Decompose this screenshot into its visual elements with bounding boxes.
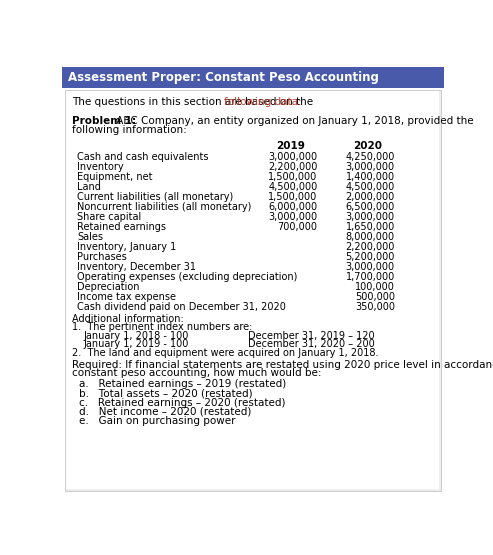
Text: 6,000,000: 6,000,000: [268, 202, 317, 212]
Text: 2,000,000: 2,000,000: [346, 192, 395, 202]
Text: Equipment, net: Equipment, net: [77, 172, 153, 182]
FancyBboxPatch shape: [65, 90, 441, 491]
Text: a.   Retained earnings – 2019 (restated): a. Retained earnings – 2019 (restated): [79, 379, 286, 389]
Text: Inventory, December 31: Inventory, December 31: [77, 262, 196, 272]
Text: December 31, 2020 – 200: December 31, 2020 – 200: [247, 339, 374, 349]
Text: Depreciation: Depreciation: [77, 282, 140, 292]
Text: 350,000: 350,000: [355, 302, 395, 312]
Text: c.   Retained earnings – 2020 (restated): c. Retained earnings – 2020 (restated): [79, 398, 285, 408]
Text: 4,500,000: 4,500,000: [268, 182, 317, 192]
Text: 1,650,000: 1,650,000: [346, 222, 395, 232]
Text: December 31, 2019 – 120: December 31, 2019 – 120: [247, 331, 374, 341]
Text: Purchases: Purchases: [77, 252, 127, 262]
Text: Sales: Sales: [77, 232, 103, 242]
Text: 500,000: 500,000: [355, 292, 395, 302]
FancyBboxPatch shape: [66, 91, 439, 490]
Text: Inventory, January 1: Inventory, January 1: [77, 242, 176, 252]
Text: Share capital: Share capital: [77, 212, 141, 222]
Text: Assessment Proper: Constant Peso Accounting: Assessment Proper: Constant Peso Account…: [68, 71, 379, 84]
Text: following data:: following data:: [224, 97, 301, 107]
Text: 3,000,000: 3,000,000: [346, 212, 395, 222]
Text: d.   Net income – 2020 (restated): d. Net income – 2020 (restated): [79, 407, 251, 417]
Text: Retained earnings: Retained earnings: [77, 222, 166, 232]
Text: Required: If financial statements are restated using 2020 price level in accorda: Required: If financial statements are re…: [72, 360, 493, 370]
Text: Cash and cash equivalents: Cash and cash equivalents: [77, 152, 209, 162]
Text: 6,500,000: 6,500,000: [346, 202, 395, 212]
Text: Noncurrent liabilities (all monetary): Noncurrent liabilities (all monetary): [77, 202, 251, 212]
Text: Land: Land: [77, 182, 101, 192]
Text: b.   Total assets – 2020 (restated): b. Total assets – 2020 (restated): [79, 388, 252, 398]
Text: 2020: 2020: [353, 142, 382, 152]
Text: 8,000,000: 8,000,000: [346, 232, 395, 242]
Text: 2,200,000: 2,200,000: [346, 242, 395, 252]
Text: Problem 1:: Problem 1:: [72, 116, 137, 126]
Text: Operating expenses (excluding depreciation): Operating expenses (excluding depreciati…: [77, 272, 297, 282]
Text: 2,200,000: 2,200,000: [268, 162, 317, 172]
Text: 2019: 2019: [276, 142, 305, 152]
Text: constant peso accounting, how much would be:: constant peso accounting, how much would…: [72, 369, 322, 379]
Text: 1,400,000: 1,400,000: [346, 172, 395, 182]
Text: 100,000: 100,000: [355, 282, 395, 292]
Text: ABC Company, an entity organized on January 1, 2018, provided the: ABC Company, an entity organized on Janu…: [113, 116, 473, 126]
Text: following information:: following information:: [72, 125, 187, 135]
Text: 5,200,000: 5,200,000: [346, 252, 395, 262]
Text: January 1, 2018 - 100: January 1, 2018 - 100: [83, 331, 189, 341]
Text: The questions in this section are based on the: The questions in this section are based …: [72, 97, 317, 107]
Text: Cash dividend paid on December 31, 2020: Cash dividend paid on December 31, 2020: [77, 302, 286, 312]
Text: Inventory: Inventory: [77, 162, 124, 172]
Text: 2.  The land and equipment were acquired on January 1, 2018.: 2. The land and equipment were acquired …: [72, 347, 379, 357]
Text: 3,000,000: 3,000,000: [346, 262, 395, 272]
Text: 1,500,000: 1,500,000: [268, 172, 317, 182]
Text: 3,000,000: 3,000,000: [268, 212, 317, 222]
Text: 4,250,000: 4,250,000: [346, 152, 395, 162]
Text: 1,500,000: 1,500,000: [268, 192, 317, 202]
Text: 3,000,000: 3,000,000: [346, 162, 395, 172]
Text: 700,000: 700,000: [278, 222, 317, 232]
Text: 3,000,000: 3,000,000: [268, 152, 317, 162]
Text: 4,500,000: 4,500,000: [346, 182, 395, 192]
Text: January 1, 2019 - 100: January 1, 2019 - 100: [83, 339, 189, 349]
Text: 1,700,000: 1,700,000: [346, 272, 395, 282]
Text: 1.  The pertinent index numbers are:: 1. The pertinent index numbers are:: [72, 322, 253, 332]
Text: Income tax expense: Income tax expense: [77, 292, 176, 302]
Text: Current liabilities (all monetary): Current liabilities (all monetary): [77, 192, 233, 202]
Text: e.   Gain on purchasing power: e. Gain on purchasing power: [79, 416, 235, 426]
FancyBboxPatch shape: [62, 67, 444, 88]
Text: Additional information:: Additional information:: [72, 314, 184, 324]
